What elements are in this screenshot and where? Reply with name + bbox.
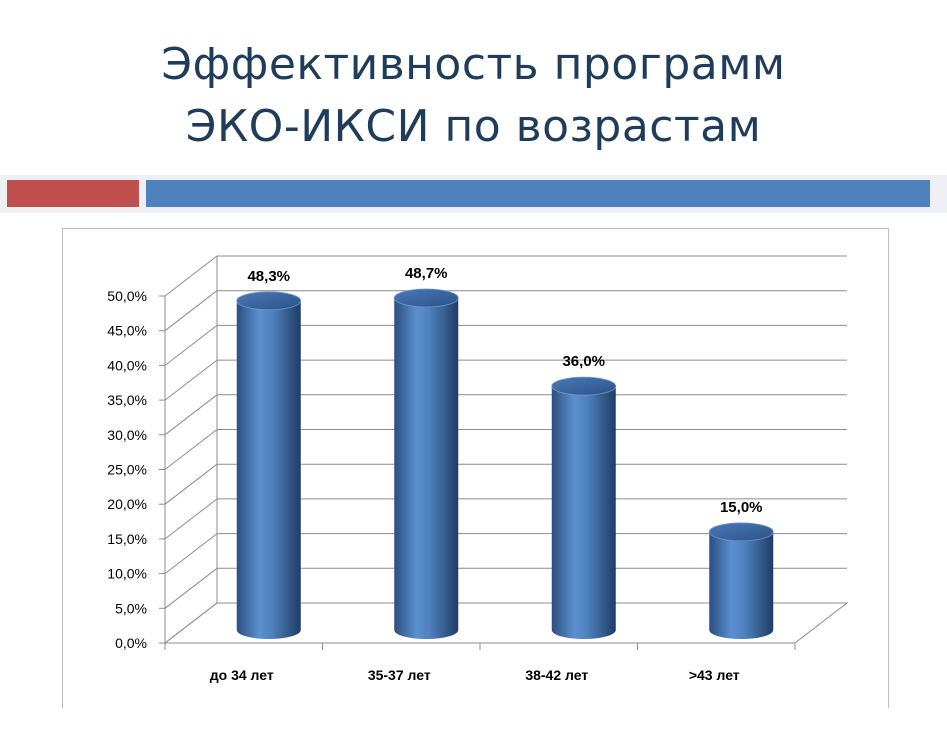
y-tick-label: 15,0% [107, 531, 147, 547]
bar-body [394, 298, 459, 639]
slide-title-line-1: Эффективность программ [161, 39, 786, 90]
data-label: 15,0% [720, 499, 763, 516]
side-gridline [164, 394, 218, 436]
y-tick-label: 50,0% [107, 288, 147, 304]
side-gridline [164, 255, 218, 297]
bar-top [236, 291, 302, 311]
side-gridline [164, 498, 218, 540]
chart-axes: 0,0% 5,0% 10,0% 15,0% 20,0% 25,0% 30,0% 35,0% 40… [107, 288, 796, 651]
data-label: 36,0% [562, 353, 605, 370]
bar-cylinder [236, 291, 302, 639]
bar-cylinder [393, 288, 459, 639]
bar-cylinder [708, 522, 774, 639]
y-tick-label: 35,0% [107, 392, 147, 408]
slide-title-line-2: ЭКО-ИКСИ по возрастам [185, 101, 762, 152]
chart-labels: 48,3% до 34 лет 48,7% 35-37 лет 36,0% 38-42 л… [210, 265, 763, 683]
side-gridline [164, 533, 218, 574]
side-gridline [164, 325, 218, 366]
side-gridline [164, 463, 218, 505]
y-tick-label: 0,0% [115, 635, 147, 651]
accent-bar-blue [146, 180, 930, 207]
side-gridline [164, 567, 218, 609]
slide-title: Эффективность программ ЭКО-ИКСИ по возра… [0, 34, 947, 158]
chart-bars [236, 288, 774, 639]
bar-body [236, 300, 301, 639]
y-tick-label: 45,0% [107, 323, 147, 339]
bar-top [393, 288, 459, 308]
side-gridline [164, 359, 218, 401]
x-category-label: >43 лет [689, 667, 740, 683]
y-tick-label: 10,0% [107, 566, 147, 582]
data-label: 48,3% [247, 268, 290, 285]
y-tick-label: 25,0% [107, 462, 147, 478]
x-category-label: 38-42 лет [525, 667, 588, 683]
bar-top [708, 522, 774, 542]
bar-body [551, 386, 616, 639]
chart-frame [62, 228, 889, 708]
bar-top [551, 376, 617, 396]
y-tick-label: 40,0% [107, 357, 147, 373]
side-gridline [164, 290, 218, 332]
accent-bar-red [7, 180, 139, 207]
bar-cylinder [551, 376, 617, 639]
y-tick-label: 5,0% [115, 600, 147, 616]
side-gridline [164, 602, 218, 644]
bar-body [709, 531, 774, 639]
y-tick-label: 20,0% [107, 496, 147, 512]
x-category-label: 35-37 лет [368, 667, 431, 683]
side-gridline [164, 429, 218, 470]
data-label: 48,7% [405, 265, 448, 282]
y-tick-label: 30,0% [107, 427, 147, 443]
x-category-label: до 34 лет [210, 667, 274, 683]
